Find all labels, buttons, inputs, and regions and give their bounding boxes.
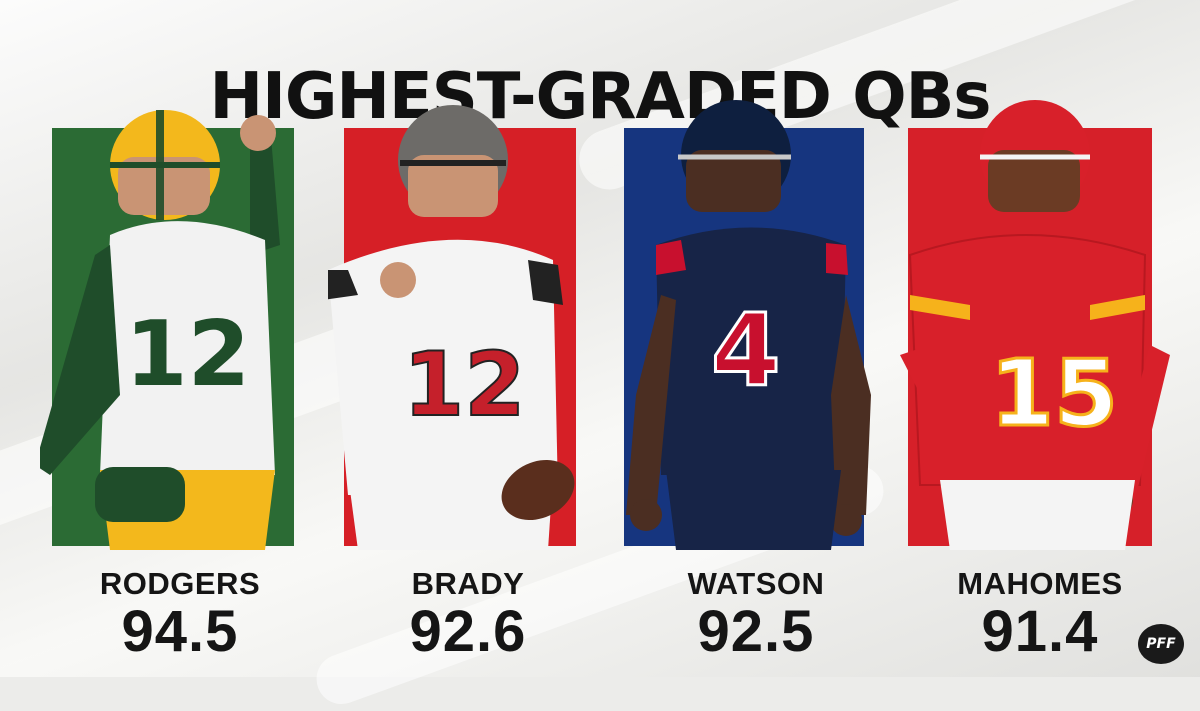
- svg-text:4: 4: [711, 292, 781, 409]
- player-grade: 91.4: [981, 599, 1099, 664]
- svg-text:12: 12: [125, 302, 250, 407]
- player-name: RODGERS: [99, 566, 261, 601]
- player-name: MAHOMES: [957, 566, 1123, 601]
- player-grade: 94.5: [121, 599, 239, 664]
- player-photo: 15: [900, 100, 1170, 550]
- player-photo: 4: [626, 100, 871, 550]
- player-name: BRADY: [411, 566, 525, 601]
- player-card-brady: 12 BRADY 92.6: [328, 0, 608, 677]
- player-photo: 12: [328, 105, 575, 550]
- svg-text:15: 15: [990, 340, 1118, 447]
- player-photo: 12: [40, 110, 280, 550]
- page-title: HIGHEST-GRADED QBs: [209, 59, 992, 134]
- player-grade: 92.5: [697, 599, 815, 664]
- player-card-watson: 4 WATSON 92.5: [616, 0, 896, 677]
- player-grade: 92.6: [409, 599, 527, 664]
- player-name: WATSON: [687, 566, 825, 601]
- pff-logo: PFF: [1138, 624, 1184, 664]
- svg-text:12: 12: [403, 333, 525, 436]
- player-card-rodgers: 12 RODGERS 94.5: [40, 0, 320, 677]
- player-card-mahomes: 15 MAHOMES 91.4: [900, 0, 1180, 677]
